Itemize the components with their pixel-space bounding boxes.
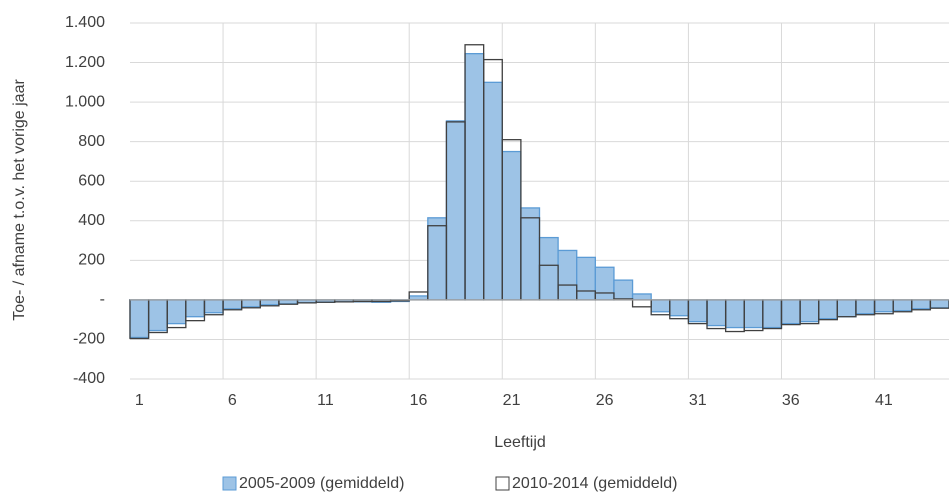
x-tick-label: 16 xyxy=(410,392,428,409)
x-tick-label: 11 xyxy=(317,392,334,409)
bar xyxy=(650,299,671,313)
bar xyxy=(520,207,541,301)
x-tick-label: 41 xyxy=(875,392,893,409)
legend-label: 2010-2014 (gemiddeld) xyxy=(512,475,677,492)
bar xyxy=(836,299,857,318)
bar xyxy=(203,299,224,314)
bar xyxy=(166,299,187,325)
bar xyxy=(576,256,596,301)
legend-swatch xyxy=(222,476,237,491)
bar xyxy=(241,299,261,308)
bar xyxy=(669,299,690,317)
x-tick-label: 31 xyxy=(689,392,707,409)
bar xyxy=(594,266,615,301)
bar xyxy=(631,299,652,308)
bar xyxy=(483,81,503,301)
x-tick-label: 36 xyxy=(782,392,800,409)
bar xyxy=(501,150,522,301)
y-tick-label: 200 xyxy=(78,252,105,269)
bar xyxy=(780,299,801,325)
bar xyxy=(706,299,727,327)
bar xyxy=(185,299,206,318)
bar xyxy=(631,293,652,301)
bar xyxy=(855,299,876,315)
bar xyxy=(911,299,932,310)
bar xyxy=(259,299,280,306)
bar xyxy=(445,120,466,301)
y-tick-label: -400 xyxy=(73,370,105,387)
bar xyxy=(613,279,634,301)
bar xyxy=(743,299,764,329)
bar xyxy=(892,299,913,312)
y-tick-label: 1.400 xyxy=(65,14,105,31)
x-axis-title: Leeftijd xyxy=(494,434,546,451)
bar xyxy=(129,299,150,339)
x-tick-label: 21 xyxy=(503,392,521,409)
bar xyxy=(873,299,894,313)
bar xyxy=(147,299,168,332)
y-tick-label: 600 xyxy=(78,172,105,189)
y-tick-label: -200 xyxy=(73,331,105,348)
y-tick-label: 400 xyxy=(78,212,105,229)
x-tick-label: 26 xyxy=(596,392,614,409)
bar xyxy=(818,299,838,320)
legend-label: 2005-2009 (gemiddeld) xyxy=(239,475,404,492)
y-axis-title: Toe- / afname t.o.v. het vorige jaar xyxy=(11,79,28,321)
bar xyxy=(687,299,708,323)
y-tick-label: 1.200 xyxy=(65,54,105,71)
bar xyxy=(222,299,243,310)
legend-swatch xyxy=(495,476,510,491)
bar xyxy=(724,299,745,329)
y-tick-label: 800 xyxy=(78,133,105,150)
bar xyxy=(464,53,485,301)
bar xyxy=(799,299,820,323)
bar xyxy=(929,299,949,309)
y-tick-label: - xyxy=(100,291,105,308)
bar xyxy=(538,236,559,301)
y-tick-label: 1.000 xyxy=(65,93,105,110)
bar xyxy=(427,217,448,301)
x-tick-label: 6 xyxy=(228,392,237,409)
bar xyxy=(557,249,578,301)
x-tick-label: 1 xyxy=(135,392,144,409)
bar xyxy=(762,299,783,329)
